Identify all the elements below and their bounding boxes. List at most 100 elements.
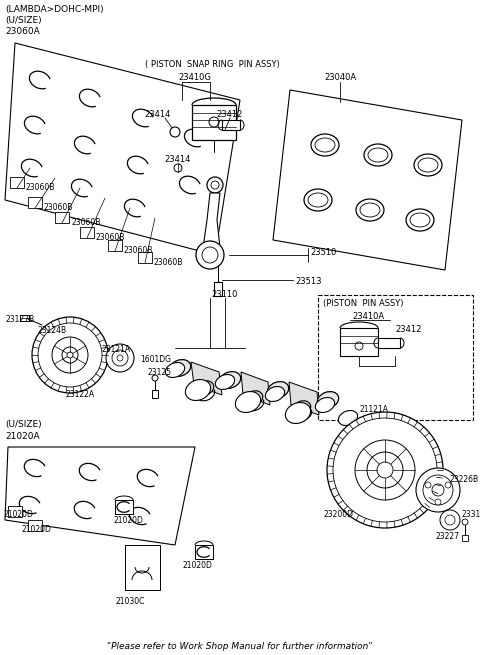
Text: 23125: 23125 (148, 368, 172, 377)
Ellipse shape (368, 148, 388, 162)
Circle shape (174, 164, 182, 172)
Text: 23040A: 23040A (324, 73, 356, 82)
Circle shape (333, 418, 437, 522)
Text: (U/SIZE): (U/SIZE) (5, 420, 42, 429)
Bar (8, 506, 22, 517)
Text: 21030C: 21030C (115, 597, 144, 606)
Polygon shape (241, 372, 270, 405)
Polygon shape (191, 362, 222, 395)
Text: 23414: 23414 (145, 110, 171, 119)
Circle shape (445, 515, 455, 525)
Ellipse shape (308, 193, 328, 207)
Ellipse shape (338, 411, 358, 426)
Ellipse shape (418, 158, 438, 172)
Ellipse shape (304, 189, 332, 211)
Circle shape (38, 323, 102, 387)
Circle shape (32, 317, 108, 393)
Circle shape (207, 177, 223, 193)
Circle shape (416, 468, 460, 512)
Text: 23412: 23412 (395, 325, 421, 334)
Text: 23200D: 23200D (323, 510, 353, 519)
Bar (192, 105, 236, 140)
Bar (28, 520, 42, 531)
Text: (PISTON  PIN ASSY): (PISTON PIN ASSY) (323, 299, 404, 308)
Text: 23414: 23414 (165, 155, 191, 164)
Text: 23127B: 23127B (5, 315, 34, 324)
Circle shape (117, 355, 123, 361)
Text: 23122A: 23122A (65, 390, 94, 399)
Bar (55, 212, 69, 223)
Bar (28, 197, 42, 208)
Bar (214, 282, 222, 296)
Circle shape (196, 241, 224, 269)
Circle shape (435, 499, 441, 505)
Text: 23060B: 23060B (96, 233, 125, 242)
Ellipse shape (293, 401, 311, 415)
Circle shape (355, 440, 415, 500)
Bar (378, 338, 400, 348)
Text: 23060B: 23060B (71, 218, 100, 227)
Text: 23510: 23510 (310, 248, 336, 257)
Ellipse shape (315, 398, 335, 413)
Circle shape (202, 247, 218, 263)
Circle shape (425, 482, 431, 488)
Ellipse shape (317, 392, 339, 409)
Text: 23110: 23110 (212, 290, 238, 299)
Ellipse shape (364, 144, 392, 166)
Circle shape (377, 462, 393, 478)
Text: 23410A: 23410A (352, 312, 384, 321)
Circle shape (367, 452, 403, 488)
Text: 23060B: 23060B (44, 203, 73, 212)
Polygon shape (273, 90, 462, 270)
Bar (138, 252, 152, 263)
Text: 23060A: 23060A (5, 27, 40, 36)
Text: 21020D: 21020D (182, 561, 212, 570)
Text: 23124B: 23124B (38, 326, 67, 335)
Text: 23410G: 23410G (179, 73, 211, 82)
Ellipse shape (311, 134, 339, 156)
Circle shape (152, 375, 158, 381)
Ellipse shape (406, 209, 434, 231)
Circle shape (462, 519, 468, 525)
Bar (10, 177, 24, 188)
Circle shape (445, 482, 451, 488)
Polygon shape (289, 382, 319, 415)
Bar (115, 500, 133, 514)
Ellipse shape (286, 403, 311, 424)
Text: (U/SIZE): (U/SIZE) (5, 16, 42, 25)
Text: 21020D: 21020D (3, 510, 33, 519)
Text: 23513: 23513 (295, 277, 322, 286)
Circle shape (423, 475, 453, 505)
Text: 23311A: 23311A (462, 510, 480, 519)
Ellipse shape (414, 154, 442, 176)
Text: 23227: 23227 (436, 532, 460, 541)
Bar (222, 120, 240, 130)
Text: 1601DG: 1601DG (140, 355, 171, 364)
Polygon shape (203, 193, 220, 248)
Text: 21020A: 21020A (5, 432, 40, 441)
Circle shape (67, 352, 73, 358)
Bar (318, 295, 473, 420)
Circle shape (211, 181, 219, 189)
Text: "Please refer to Work Shop Manual for further information": "Please refer to Work Shop Manual for fu… (107, 642, 373, 651)
Text: 23412: 23412 (217, 110, 243, 119)
Bar (152, 390, 158, 398)
Circle shape (112, 350, 128, 366)
Bar (20, 315, 29, 321)
Circle shape (209, 117, 219, 127)
Bar (462, 535, 468, 541)
Ellipse shape (265, 386, 285, 402)
Polygon shape (5, 447, 195, 545)
Ellipse shape (245, 391, 263, 405)
Text: 23060B: 23060B (26, 183, 55, 192)
Text: 23060B: 23060B (154, 258, 183, 267)
Bar (80, 227, 94, 238)
Bar (340, 328, 378, 356)
Text: 23226B: 23226B (450, 475, 479, 484)
Circle shape (355, 342, 363, 350)
Text: (LAMBDA>DOHC-MPI): (LAMBDA>DOHC-MPI) (5, 5, 104, 14)
Bar (195, 545, 213, 559)
Ellipse shape (315, 138, 335, 152)
Ellipse shape (169, 360, 191, 377)
Text: 23060B: 23060B (124, 246, 154, 255)
